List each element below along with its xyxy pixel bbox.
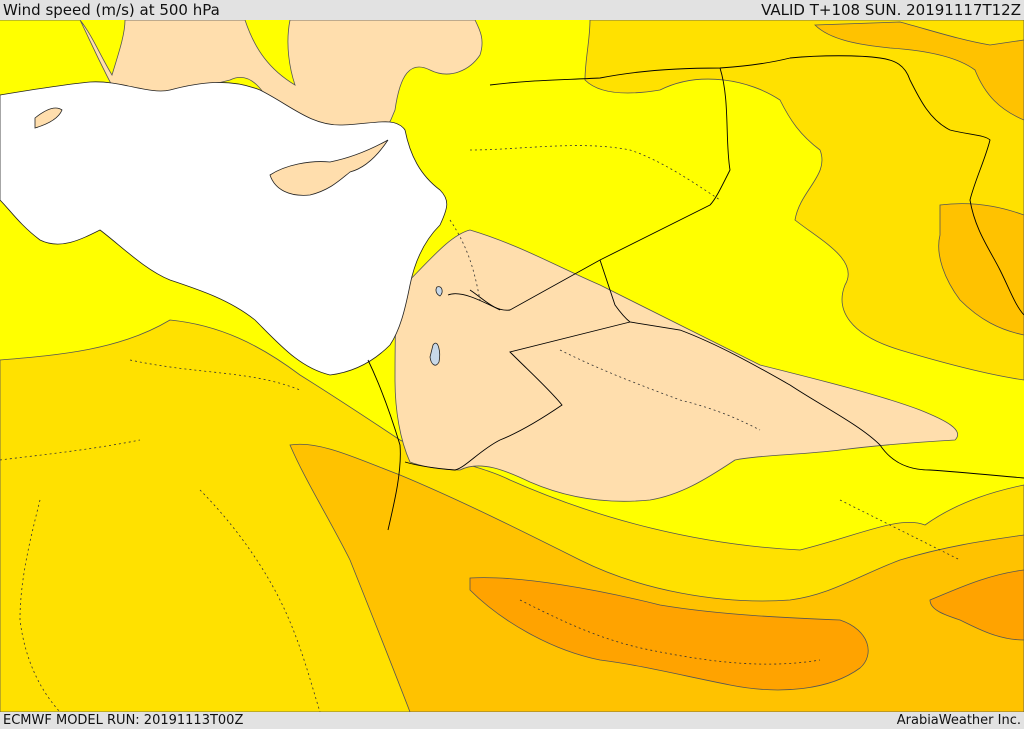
weather-map xyxy=(0,20,1024,712)
header-bar: Wind speed (m/s) at 500 hPa VALID T+108 … xyxy=(0,0,1024,20)
dead-sea xyxy=(429,342,441,366)
lake-galilee xyxy=(435,286,443,297)
field-level-2-northeast xyxy=(584,20,1024,381)
map-title: Wind speed (m/s) at 500 hPa xyxy=(3,1,220,19)
field-level-4 xyxy=(469,577,869,691)
field-level-4-east xyxy=(929,569,1024,641)
internal-boundaries xyxy=(0,145,961,712)
field-level-3-east xyxy=(938,203,1024,336)
national-boundaries xyxy=(367,55,1024,531)
valid-time: VALID T+108 SUN. 20191117T12Z xyxy=(761,1,1021,19)
footer-bar: ECMWF MODEL RUN: 20191113T00Z ArabiaWeat… xyxy=(0,712,1024,729)
island-crete xyxy=(34,107,63,129)
credit-label: ArabiaWeather Inc. xyxy=(896,713,1021,728)
island-cyprus xyxy=(269,139,389,196)
field-level-3-northeast xyxy=(814,21,1024,121)
model-run-label: ECMWF MODEL RUN: 20191113T00Z xyxy=(3,713,244,728)
sea-mediterranean xyxy=(0,81,448,376)
